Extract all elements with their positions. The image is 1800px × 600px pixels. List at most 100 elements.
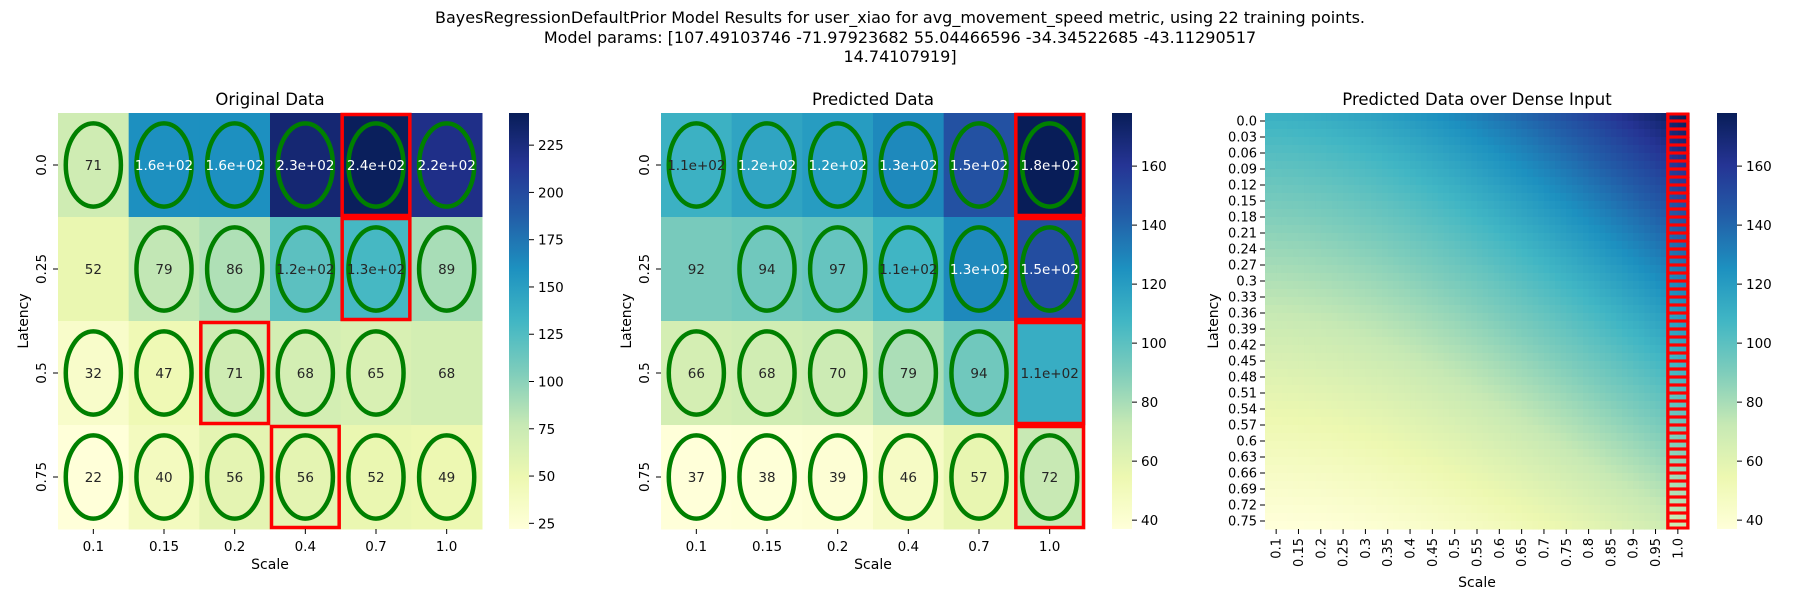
cell-label: 79 bbox=[900, 366, 917, 382]
y-tick-label: 0.5 bbox=[637, 362, 653, 383]
x-tick-label: 0.85 bbox=[1604, 538, 1619, 567]
y-tick-label: 0.63 bbox=[1228, 451, 1257, 466]
heatmap-cell bbox=[199, 321, 271, 426]
y-tick-label: 0.18 bbox=[1228, 211, 1257, 226]
best-cell-box bbox=[1667, 161, 1688, 170]
colorbar-tick-label: 60 bbox=[1746, 454, 1763, 470]
best-cell-box bbox=[1667, 320, 1688, 329]
best-cell-box bbox=[1667, 137, 1688, 146]
colorbar-tick-label: 175 bbox=[538, 233, 564, 249]
cell-label: 94 bbox=[758, 262, 775, 278]
x-tick-label: 0.15 bbox=[149, 539, 179, 555]
cell-label: 40 bbox=[155, 470, 172, 486]
training-point-ellipse bbox=[204, 225, 265, 313]
x-tick-label: 0.4 bbox=[295, 539, 316, 555]
heatmap-cell bbox=[943, 321, 1015, 426]
x-tick-label: 1.0 bbox=[436, 539, 457, 555]
y-tick-label: 0.75 bbox=[637, 462, 653, 492]
x-tick-label: 0.2 bbox=[827, 539, 848, 555]
heatmap-cell bbox=[661, 425, 733, 530]
training-point-ellipse bbox=[346, 329, 406, 417]
y-tick-label: 0.25 bbox=[34, 254, 50, 284]
best-cell-box bbox=[1667, 456, 1688, 465]
cell-label: 71 bbox=[226, 366, 243, 382]
heatmap-cell bbox=[58, 217, 130, 322]
training-point-ellipse bbox=[204, 121, 265, 209]
colorbar-tick-label: 125 bbox=[538, 327, 564, 343]
figure-title-line-3: 14.74107919] bbox=[843, 47, 957, 66]
heatmap-cell bbox=[199, 425, 271, 530]
best-cell-box bbox=[1667, 432, 1688, 441]
cell-label: 47 bbox=[155, 366, 172, 382]
colorbar-tick-label: 75 bbox=[538, 422, 555, 438]
cell-label: 86 bbox=[226, 262, 243, 278]
best-cell-box bbox=[340, 216, 412, 322]
colorbar-tick-label: 100 bbox=[1746, 336, 1772, 352]
cell-label: 46 bbox=[900, 470, 917, 486]
training-point-ellipse bbox=[807, 433, 868, 521]
best-cell-box bbox=[1667, 113, 1688, 122]
heatmap-cell bbox=[128, 425, 200, 530]
best-cell-box bbox=[1667, 225, 1688, 234]
y-tick-label: 0.0 bbox=[637, 154, 653, 175]
x-tick-label: 0.8 bbox=[1582, 538, 1597, 559]
chart-title: Predicted Data over Dense Input bbox=[1342, 90, 1612, 109]
y-tick-label: 0.39 bbox=[1228, 323, 1257, 338]
best-cell-box bbox=[1667, 272, 1688, 281]
best-cell-box bbox=[1667, 400, 1688, 409]
best-cell-box bbox=[1667, 209, 1688, 218]
heatmap-cell bbox=[340, 321, 412, 426]
best-cell-box bbox=[1667, 344, 1688, 353]
heatmap-cell bbox=[731, 113, 803, 218]
best-cell-box bbox=[1014, 320, 1086, 426]
x-tick-label: 0.2 bbox=[224, 539, 245, 555]
heatmap-cell bbox=[340, 425, 412, 530]
cell-label: 56 bbox=[297, 470, 314, 486]
training-point-ellipse bbox=[949, 121, 1009, 209]
cell-label: 94 bbox=[970, 366, 987, 382]
heatmap-cell bbox=[128, 321, 200, 426]
x-tick-label: 0.4 bbox=[1404, 538, 1419, 559]
heatmap-cell bbox=[873, 113, 945, 218]
chart-title: Original Data bbox=[215, 90, 324, 109]
colorbar-tick-label: 160 bbox=[1746, 159, 1772, 175]
colorbar: 25 50 75 100 125 150 175 200 225 bbox=[509, 113, 564, 532]
heatmap-cell bbox=[128, 113, 200, 218]
colorbar-gradient bbox=[1112, 113, 1132, 529]
y-axis-label: Latency bbox=[16, 293, 32, 348]
training-point-ellipse bbox=[275, 121, 336, 209]
training-point-ellipse bbox=[346, 121, 406, 209]
x-tick-label: 0.7 bbox=[968, 539, 989, 555]
y-tick-label: 0.3 bbox=[1236, 275, 1257, 290]
y-tick-label: 0.0 bbox=[34, 154, 50, 175]
cell-label: 68 bbox=[758, 366, 775, 382]
best-cell-box bbox=[1667, 185, 1688, 194]
cell-label: 72 bbox=[1041, 470, 1058, 486]
x-tick-label: 0.55 bbox=[1471, 538, 1486, 567]
training-point-ellipse bbox=[63, 433, 124, 521]
heatmap-cell bbox=[199, 217, 271, 322]
best-cell-box bbox=[1667, 296, 1688, 305]
x-tick-label: 0.1 bbox=[686, 539, 707, 555]
training-point-ellipse bbox=[1019, 121, 1080, 209]
x-tick-label: 0.1 bbox=[1270, 538, 1285, 559]
cell-label: 37 bbox=[688, 470, 705, 486]
figure-title-line-2: Model params: [107.49103746 -71.97923682… bbox=[543, 27, 1257, 47]
best-cell-box bbox=[1667, 177, 1688, 186]
x-tick-label: 0.95 bbox=[1649, 538, 1664, 567]
training-point-ellipse bbox=[878, 225, 939, 313]
best-cell-box bbox=[1667, 440, 1688, 449]
x-tick-label: 0.1 bbox=[83, 539, 104, 555]
training-point-ellipse bbox=[134, 225, 194, 313]
y-tick-label: 0.72 bbox=[1228, 499, 1257, 514]
y-tick-label: 0.36 bbox=[1228, 307, 1257, 322]
y-tick-label: 0.45 bbox=[1228, 355, 1257, 370]
y-tick-label: 0.6 bbox=[1236, 435, 1257, 450]
heatmap-cell bbox=[340, 113, 412, 218]
heatmap-cell bbox=[661, 321, 733, 426]
y-tick-label: 0.69 bbox=[1228, 483, 1257, 498]
training-point-ellipse bbox=[878, 121, 939, 209]
best-cell-box bbox=[1667, 233, 1688, 242]
best-cell-box bbox=[1667, 153, 1688, 162]
best-cell-box bbox=[1667, 169, 1688, 178]
